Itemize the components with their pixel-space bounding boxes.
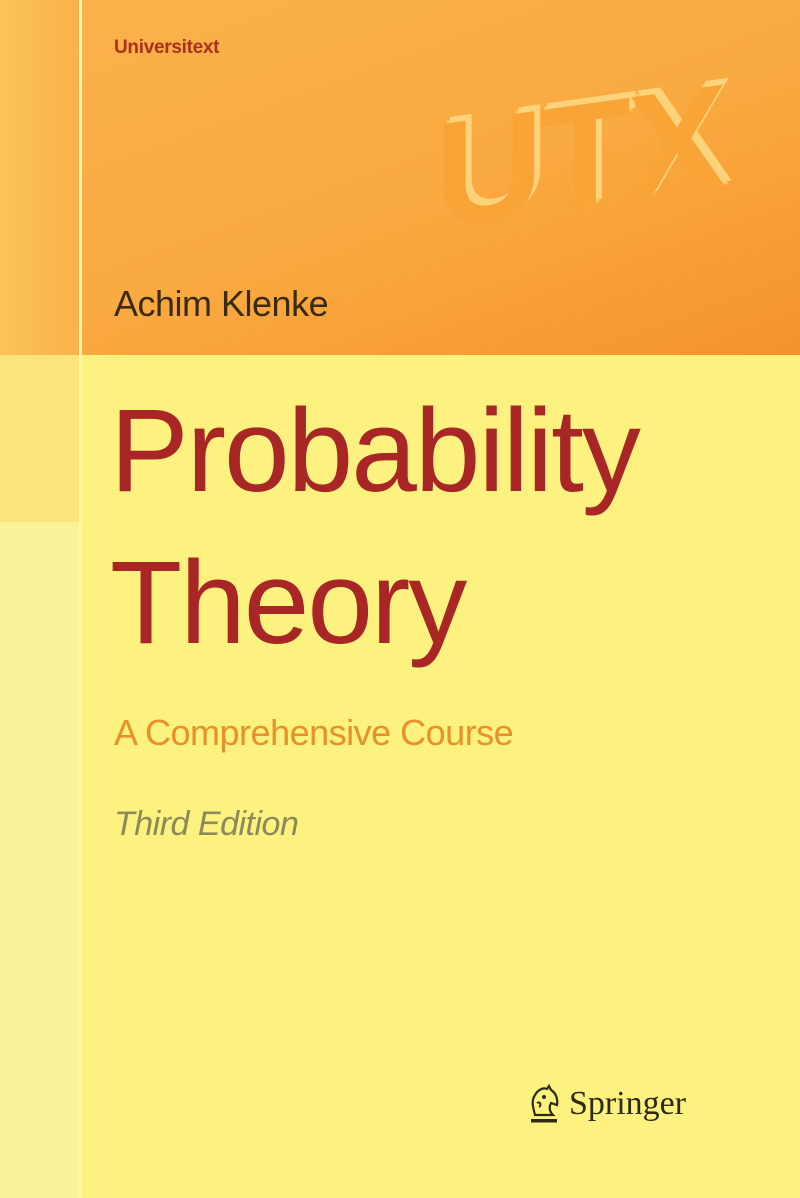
header-band (82, 0, 800, 355)
book-title: Probability Theory (110, 375, 641, 679)
title-line-2: Theory (110, 537, 467, 669)
spine-strip-bottom (0, 522, 79, 1198)
publisher-logo: Springer (527, 1083, 686, 1125)
book-subtitle: A Comprehensive Course (114, 712, 514, 753)
author-name: Achim Klenke (114, 283, 329, 324)
spine-strip-middle (0, 355, 79, 522)
edition-label: Third Edition (114, 805, 299, 843)
series-name: Universitext (114, 37, 220, 58)
main-panel (82, 355, 800, 1198)
title-line-1: Probability (110, 385, 641, 517)
spine-strip-top (0, 0, 79, 355)
divider-line (79, 0, 82, 1198)
knight-chess-piece-icon (531, 1083, 559, 1123)
publisher-name: Springer (569, 1085, 687, 1122)
